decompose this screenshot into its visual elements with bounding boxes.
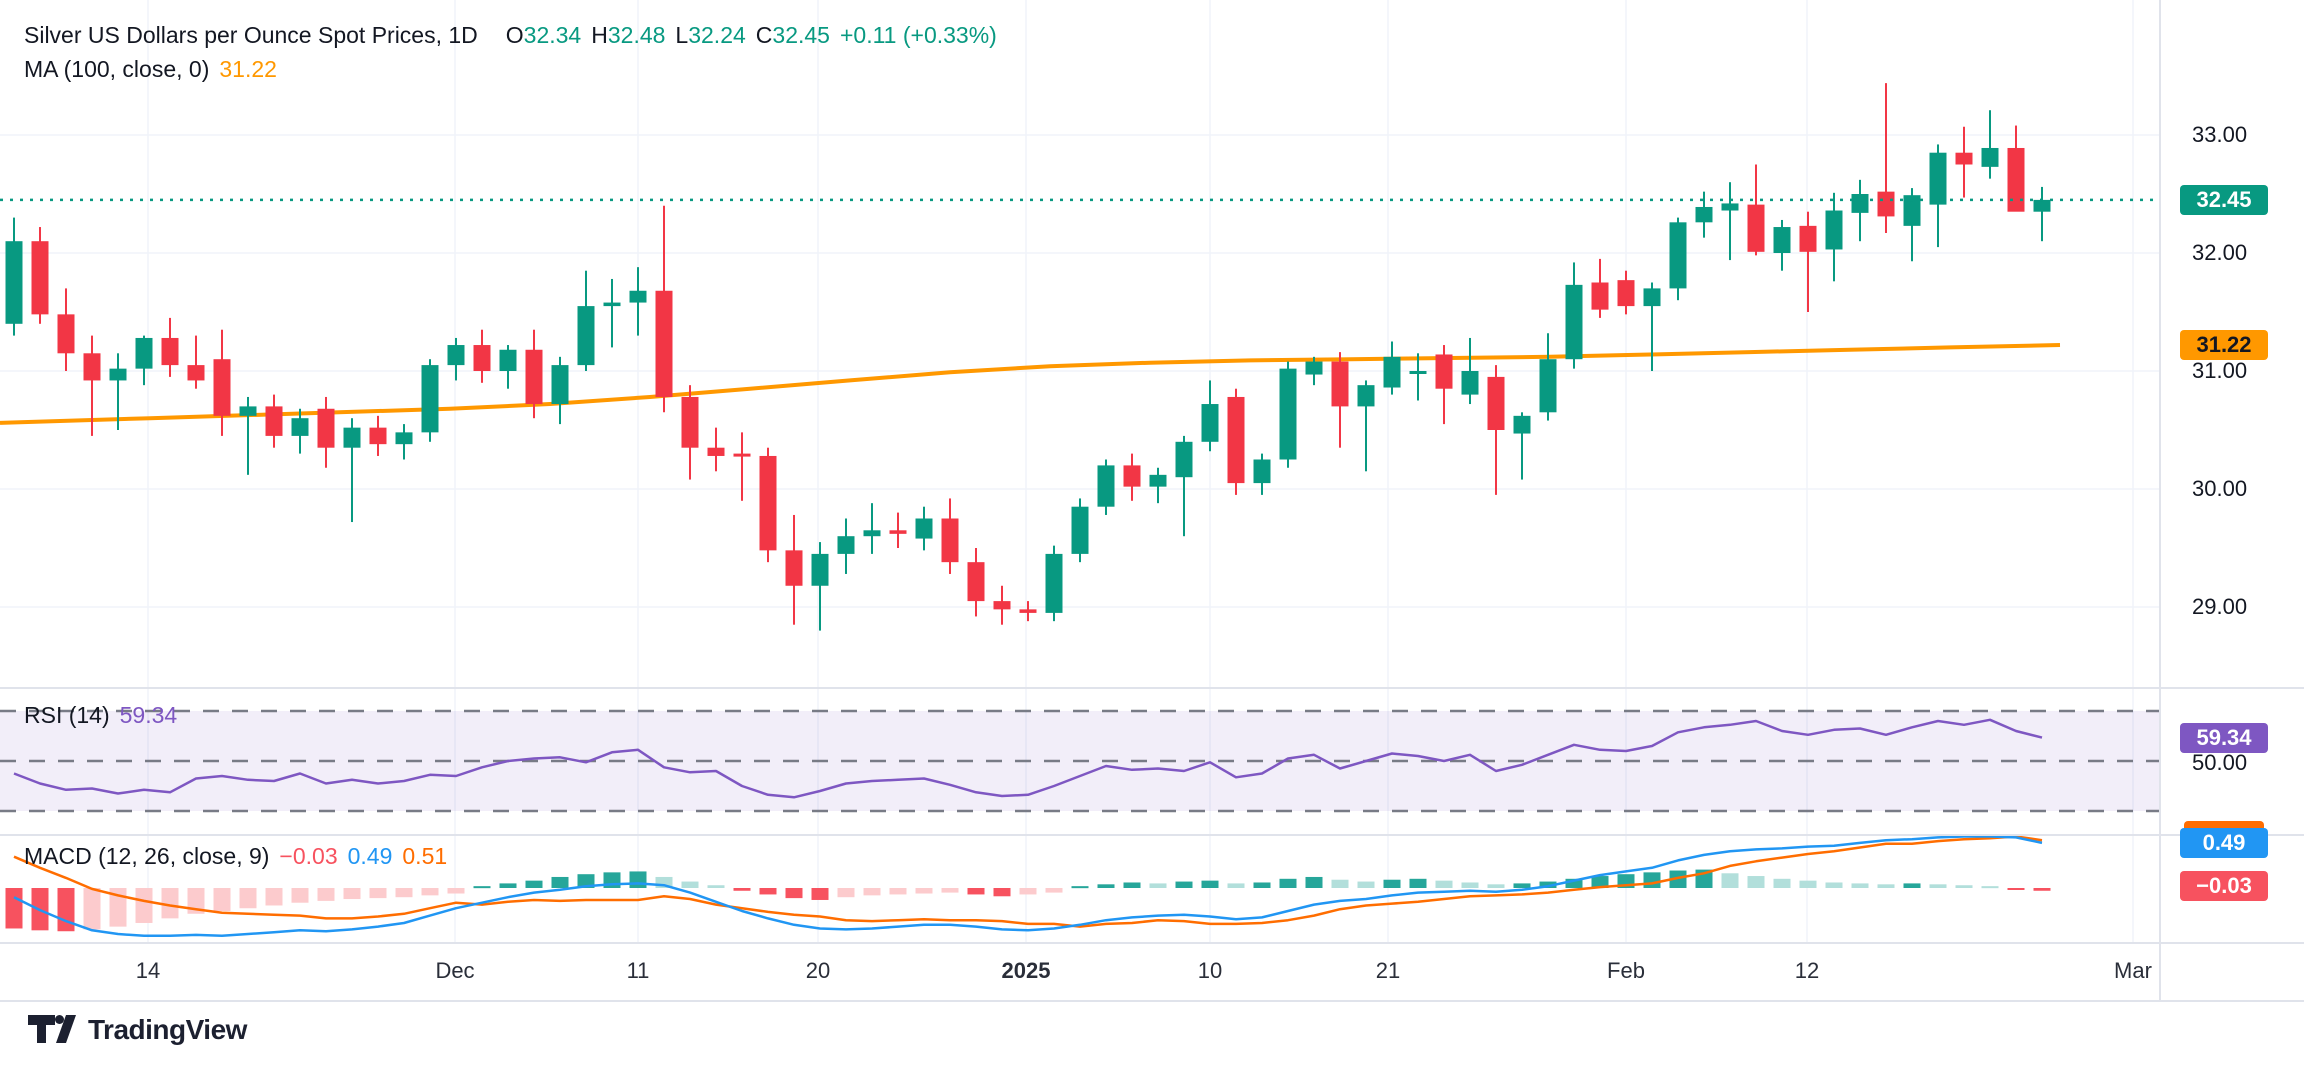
ma-legend-value: 31.22 [219, 56, 277, 82]
time-axis-label: 20 [805, 958, 831, 983]
time-axis-label: 11 [626, 958, 650, 983]
symbol-title: Silver US Dollars per Ounce Spot Prices,… [24, 22, 478, 48]
open-label: O32.34 [505, 22, 582, 48]
time-axis-label: 2025 [1001, 958, 1051, 983]
macd-value-badge: 0.49 [2180, 828, 2268, 858]
time-axis-label: Dec [435, 958, 475, 983]
macd-legend-hist: −0.03 [279, 843, 338, 869]
ma-legend-label: MA (100, close, 0) [24, 56, 210, 82]
ma-price-badge: 31.22 [2180, 330, 2268, 360]
rsi-legend-label: RSI (14) [24, 702, 110, 728]
macd-legend-signal: 0.51 [402, 843, 448, 869]
ma-legend[interactable]: MA (100, close, 0) 31.22 [24, 56, 277, 83]
price-axis-label: 31.00 [2192, 358, 2248, 383]
macd-legend-macd: 0.49 [347, 843, 393, 869]
macd-legend-label: MACD (12, 26, close, 9) [24, 843, 270, 869]
price-axis-label: 30.00 [2192, 476, 2248, 501]
macd-legend[interactable]: MACD (12, 26, close, 9) −0.03 0.49 0.51 [24, 843, 447, 870]
rsi-legend[interactable]: RSI (14) 59.34 [24, 702, 177, 729]
time-axis-label: Mar [2114, 958, 2152, 983]
price-axis-label: 32.00 [2192, 240, 2248, 265]
high-label: H32.48 [591, 22, 666, 48]
last-price-badge: 32.45 [2180, 185, 2268, 215]
time-axis-label: 12 [1794, 958, 1820, 983]
rsi-value-badge: 59.34 [2180, 723, 2268, 753]
tradingview-logo-icon [28, 1015, 76, 1045]
time-axis-label: 10 [1197, 958, 1223, 983]
price-axis-label: 33.00 [2192, 122, 2248, 147]
tradingview-logo-text: TradingView [88, 1014, 247, 1045]
price-axis-label: 29.00 [2192, 594, 2248, 619]
time-axis-label: 21 [1375, 958, 1401, 983]
change-label: +0.11 (+0.33%) [839, 22, 997, 48]
symbol-legend[interactable]: Silver US Dollars per Ounce Spot Prices,… [24, 22, 997, 49]
rsi-level-label: 50.00 [2192, 750, 2248, 775]
time-axis-label: 14 [135, 958, 161, 983]
time-axis-label: Feb [1607, 958, 1645, 983]
macd-hist-badge: −0.03 [2180, 871, 2268, 901]
low-label: L32.24 [675, 22, 746, 48]
tradingview-logo[interactable]: TradingView [28, 1014, 247, 1046]
rsi-legend-value: 59.34 [119, 702, 178, 728]
close-label: C32.45 [755, 22, 830, 48]
